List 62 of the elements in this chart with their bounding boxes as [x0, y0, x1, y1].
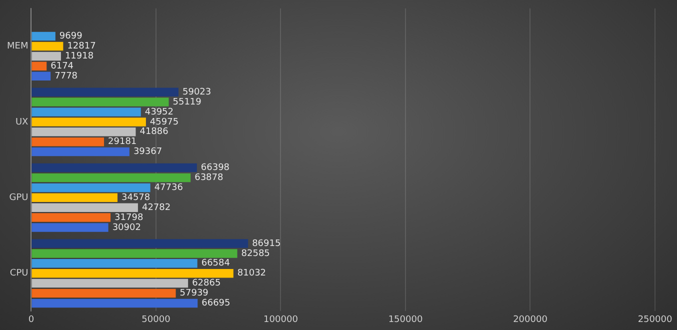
x-tick-label: 0: [28, 314, 34, 325]
bar: [32, 193, 118, 202]
bar: [32, 88, 178, 96]
bar: [32, 108, 141, 116]
data-label: 31798: [114, 212, 144, 223]
bar: [32, 173, 191, 182]
bar: [32, 223, 108, 232]
y-tick-label: MEM: [7, 42, 28, 52]
data-label: 82585: [241, 248, 270, 259]
x-tick-label: 100000: [264, 314, 298, 325]
data-label: 34578: [121, 192, 150, 203]
y-tick-label: CPU: [10, 268, 28, 279]
data-label: 62865: [192, 278, 221, 289]
data-label: 66695: [202, 298, 230, 309]
bar: [32, 288, 176, 298]
x-tick-label: 50000: [142, 314, 171, 325]
bar: [32, 298, 198, 308]
data-label: 7778: [54, 71, 78, 82]
data-label: 86915: [252, 238, 281, 249]
data-label: 41886: [140, 127, 169, 138]
data-label: 12817: [67, 42, 96, 52]
data-label: 42782: [142, 202, 171, 213]
data-label: 47736: [154, 183, 184, 194]
x-tick-label: 200000: [513, 314, 548, 325]
bar: [32, 239, 248, 248]
bar: [32, 52, 61, 61]
bar: [32, 137, 104, 146]
data-label: 45975: [150, 117, 179, 128]
data-label: 9699: [59, 32, 83, 42]
bar: [32, 128, 136, 136]
bar: [32, 118, 146, 126]
bar: [32, 62, 47, 71]
data-label: 11918: [64, 52, 94, 62]
y-tick-label: GPU: [9, 192, 28, 203]
data-label: 66398: [200, 163, 230, 174]
data-label: 29181: [108, 137, 137, 148]
bar: [32, 259, 198, 268]
bar: [32, 32, 56, 41]
bar: [32, 72, 51, 80]
data-label: 57939: [180, 288, 209, 299]
data-label: 6174: [50, 61, 74, 72]
data-label: 30902: [112, 222, 141, 233]
bar: [32, 268, 234, 278]
data-label: 59023: [182, 87, 212, 98]
y-tick-label: UX: [15, 117, 28, 128]
data-label: 43952: [144, 107, 174, 118]
data-label: 81032: [237, 268, 266, 279]
bar: [32, 42, 64, 51]
data-label: 55119: [172, 97, 202, 108]
bar: [32, 147, 130, 156]
data-label: 39367: [133, 147, 162, 158]
bar: [32, 163, 197, 172]
bar: [32, 249, 238, 258]
x-tick-label: 150000: [388, 314, 423, 325]
bar: [32, 203, 138, 212]
x-tick-label: 250000: [638, 314, 672, 325]
data-label: 66584: [201, 258, 230, 269]
bar: [32, 183, 150, 192]
bar: [32, 278, 188, 288]
bar: [32, 213, 111, 222]
data-label: 63878: [194, 173, 224, 184]
bar: [32, 98, 169, 106]
